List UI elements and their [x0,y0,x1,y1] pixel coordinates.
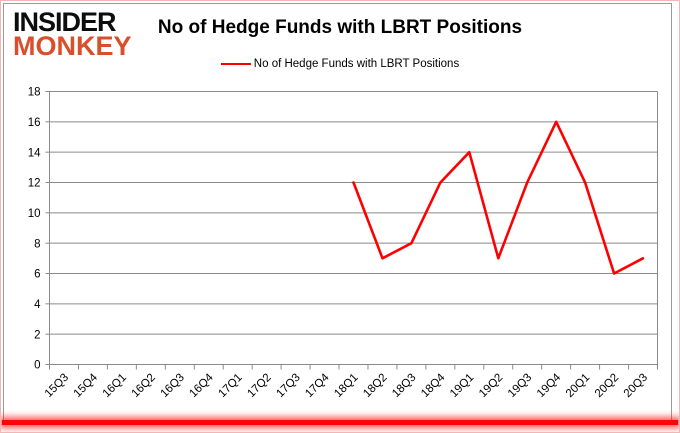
x-axis-label: 18Q4 [419,371,448,400]
y-axis-label: 2 [34,329,40,341]
legend-line-swatch [220,63,251,65]
x-axis-label: 17Q4 [303,371,332,400]
x-axis-label: 20Q1 [564,372,592,400]
y-axis-label: 10 [28,208,41,220]
x-axis-label: 16Q1 [101,372,129,400]
bottom-glow-bar [2,420,678,425]
x-axis-label: 17Q3 [274,372,302,400]
x-axis-label: 17Q2 [245,372,273,400]
logo-word-monkey: MONKEY [13,31,132,62]
y-axis-label: 14 [28,147,41,159]
x-axis-label: 19Q1 [448,372,476,400]
legend-label: No of Hedge Funds with LBRT Positions [253,58,460,70]
x-axis-label: 16Q2 [130,372,158,400]
insider-monkey-logo: INSIDER MONKEY [13,7,132,62]
x-axis-label: 15Q3 [43,372,71,400]
y-axis-label: 12 [28,178,41,190]
x-axis-label: 18Q1 [332,372,360,400]
y-axis-label: 16 [28,117,41,129]
y-axis-label: 0 [34,360,40,372]
logo-word-insider: INSIDER [13,7,117,37]
x-axis-label: 18Q3 [390,372,418,400]
x-axis-label: 19Q3 [506,372,534,400]
x-axis-label: 19Q4 [535,371,564,400]
y-axis-label: 18 [28,87,41,99]
y-axis-label: 6 [34,269,40,281]
data-line [352,120,645,275]
x-axis-label: 18Q2 [361,372,389,400]
x-axis-label: 15Q4 [72,371,101,400]
x-axis-label: 20Q3 [622,372,650,400]
x-axis-label: 20Q2 [593,372,621,400]
y-axis-label: 8 [34,238,40,250]
y-axis-label: 4 [34,299,41,311]
x-axis-label: 16Q4 [187,371,216,400]
x-axis-label: 16Q3 [159,372,187,400]
x-axis-label: 19Q2 [477,372,505,400]
chart-title: No of Hedge Funds with LBRT Positions [157,17,523,38]
x-axis-label: 17Q1 [216,372,244,400]
chart-legend: No of Hedge Funds with LBRT Positions [1,58,679,70]
